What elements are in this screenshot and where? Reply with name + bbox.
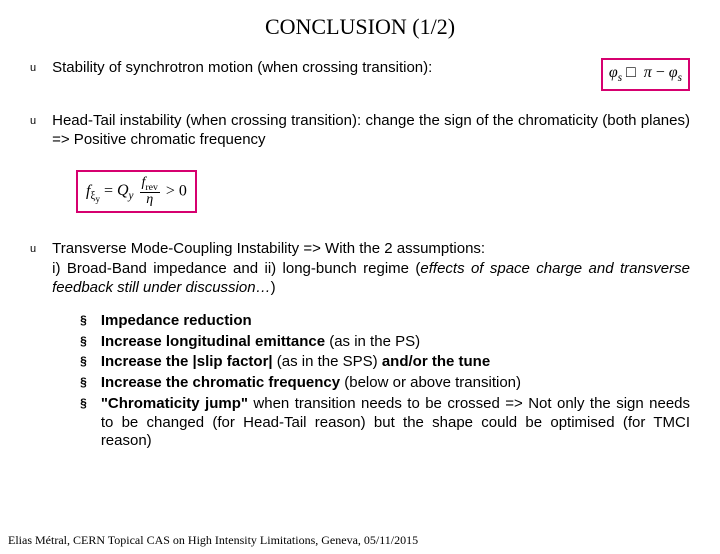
page-title: CONCLUSION (1/2) bbox=[0, 14, 720, 40]
sub-item-3: § Increase the |slip factor| (as in the … bbox=[80, 353, 690, 372]
bullet-content-1: Stability of synchrotron motion (when cr… bbox=[52, 58, 690, 91]
sub-content-3: Increase the |slip factor| (as in the SP… bbox=[101, 353, 690, 372]
bullet-item-3: u Transverse Mode-Coupling Instability =… bbox=[30, 239, 690, 453]
sub-glyph: § bbox=[80, 375, 87, 390]
s2b: (as in the PS) bbox=[325, 333, 420, 350]
s4a: Increase the chromatic frequency bbox=[101, 374, 340, 391]
equation-box-1: φs □ π − φs bbox=[601, 58, 690, 91]
sub-content-2: Increase longitudinal emittance (as in t… bbox=[101, 333, 690, 352]
sub-item-4: § Increase the chromatic frequency (belo… bbox=[80, 374, 690, 393]
s3b: (as in the SPS) bbox=[273, 353, 382, 370]
item3-line2a: i) Broad-Band impedance and ii) long-bun… bbox=[52, 260, 420, 277]
s3a: Increase the |slip factor| bbox=[101, 353, 273, 370]
sub-glyph: § bbox=[80, 396, 87, 411]
bullet-item-1: u Stability of synchrotron motion (when … bbox=[30, 58, 690, 91]
bullet-content-3: Transverse Mode-Coupling Instability => … bbox=[52, 239, 690, 453]
item1-text: Stability of synchrotron motion (when cr… bbox=[52, 59, 432, 76]
bullet-glyph: u bbox=[30, 115, 36, 127]
sub-content-5: "Chromaticity jump" when transition need… bbox=[101, 395, 690, 451]
bullet-item-2: u Head-Tail instability (when crossing t… bbox=[30, 111, 690, 150]
sub-glyph: § bbox=[80, 313, 87, 328]
sub-glyph: § bbox=[80, 334, 87, 349]
s5a: "Chromaticity jump" bbox=[101, 395, 248, 412]
sub-item-1: § Impedance reduction bbox=[80, 312, 690, 331]
s3c: and/or the tune bbox=[382, 353, 490, 370]
bullet-glyph: u bbox=[30, 243, 36, 255]
sub-item-2: § Increase longitudinal emittance (as in… bbox=[80, 333, 690, 352]
bullet-glyph: u bbox=[30, 62, 36, 74]
main-bullet-list: u Stability of synchrotron motion (when … bbox=[0, 58, 720, 453]
sub-content-1: Impedance reduction bbox=[101, 312, 690, 331]
item3-line2c: ) bbox=[271, 279, 276, 296]
s2a: Increase longitudinal emittance bbox=[101, 333, 325, 350]
sub-content-4: Increase the chromatic frequency (below … bbox=[101, 374, 690, 393]
sub-bullet-list: § Impedance reduction § Increase longitu… bbox=[80, 312, 690, 451]
sub-glyph: § bbox=[80, 354, 87, 369]
s4b: (below or above transition) bbox=[340, 374, 521, 391]
item3-line1: Transverse Mode-Coupling Instability => … bbox=[52, 240, 485, 257]
s1a: Impedance reduction bbox=[101, 312, 252, 329]
footer-citation: Elias Métral, CERN Topical CAS on High I… bbox=[8, 533, 418, 548]
bullet-content-2: Head-Tail instability (when crossing tra… bbox=[52, 111, 690, 150]
equation-box-2: fξy = Qy frevη > 0 bbox=[76, 170, 197, 214]
sub-item-5: § "Chromaticity jump" when transition ne… bbox=[80, 395, 690, 451]
equation-row: fξy = Qy frevη > 0 bbox=[76, 170, 690, 214]
